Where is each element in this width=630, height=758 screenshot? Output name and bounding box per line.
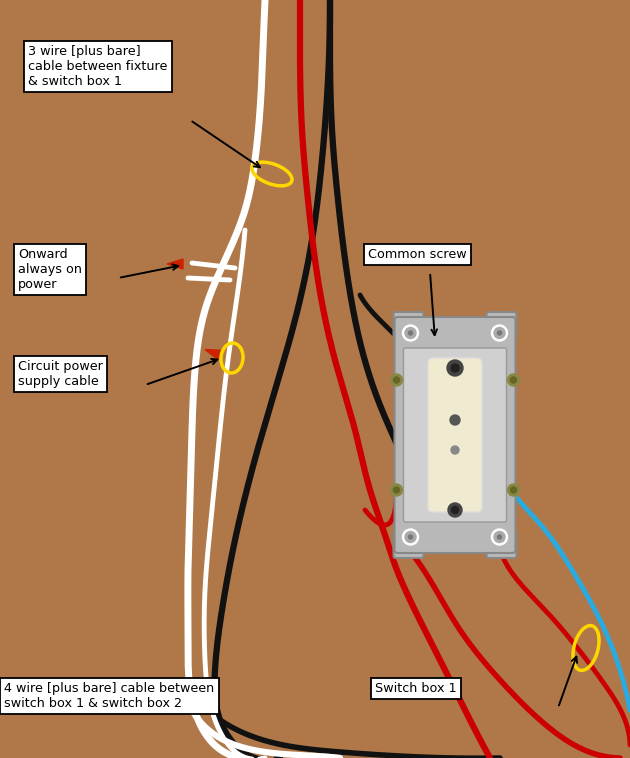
Circle shape	[491, 529, 508, 545]
Circle shape	[408, 535, 413, 539]
Circle shape	[405, 327, 416, 339]
Circle shape	[405, 531, 416, 543]
FancyBboxPatch shape	[486, 532, 517, 558]
FancyBboxPatch shape	[394, 317, 515, 553]
Circle shape	[508, 484, 520, 496]
Circle shape	[394, 487, 399, 493]
Circle shape	[391, 374, 403, 386]
Circle shape	[498, 331, 501, 335]
FancyBboxPatch shape	[428, 358, 482, 512]
FancyBboxPatch shape	[403, 348, 507, 522]
Text: Onward
always on
power: Onward always on power	[18, 248, 82, 291]
Circle shape	[494, 327, 505, 339]
Circle shape	[510, 377, 517, 383]
Circle shape	[450, 415, 460, 425]
FancyBboxPatch shape	[486, 312, 517, 338]
FancyBboxPatch shape	[394, 532, 423, 558]
Text: Switch box 1: Switch box 1	[375, 682, 457, 695]
Circle shape	[391, 484, 403, 496]
Text: 4 wire [plus bare] cable between
switch box 1 & switch box 2: 4 wire [plus bare] cable between switch …	[4, 682, 214, 710]
Circle shape	[408, 331, 413, 335]
Circle shape	[403, 325, 418, 341]
Polygon shape	[205, 349, 222, 360]
Circle shape	[491, 325, 508, 341]
Circle shape	[510, 487, 517, 493]
Text: Circuit power
supply cable: Circuit power supply cable	[18, 360, 103, 388]
Circle shape	[451, 446, 459, 454]
FancyBboxPatch shape	[394, 312, 423, 338]
Text: Common screw: Common screw	[368, 248, 467, 261]
Circle shape	[403, 529, 418, 545]
Polygon shape	[167, 259, 183, 269]
Circle shape	[508, 374, 520, 386]
Circle shape	[394, 377, 399, 383]
Circle shape	[448, 503, 462, 517]
Circle shape	[447, 360, 463, 376]
Text: 3 wire [plus bare]
cable between fixture
& switch box 1: 3 wire [plus bare] cable between fixture…	[28, 45, 168, 88]
Circle shape	[498, 535, 501, 539]
Circle shape	[451, 364, 459, 372]
Circle shape	[494, 531, 505, 543]
Circle shape	[452, 506, 459, 513]
